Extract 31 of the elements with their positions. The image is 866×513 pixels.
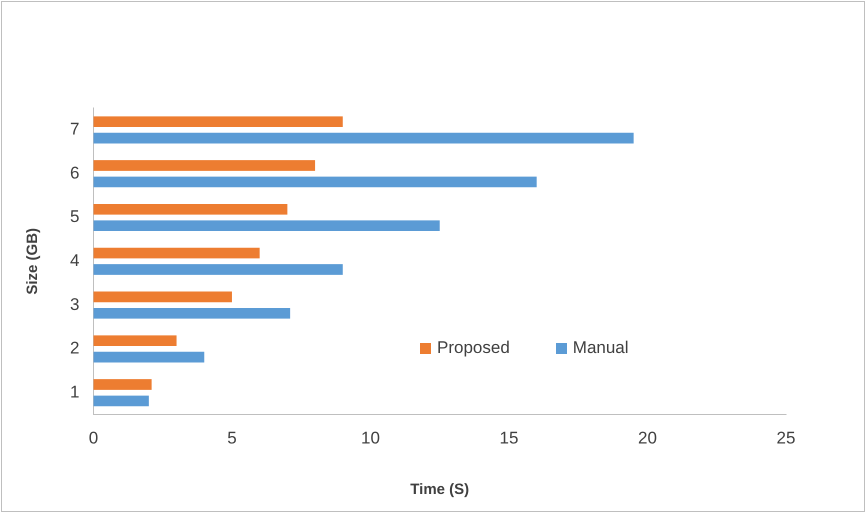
x-tick-label: 25 xyxy=(776,428,796,448)
bar xyxy=(93,379,152,390)
x-tick-label: 15 xyxy=(500,428,518,448)
y-tick-label: 3 xyxy=(70,294,80,314)
y-tick-label: 1 xyxy=(70,382,80,402)
legend-label: Proposed xyxy=(437,338,510,358)
bar xyxy=(93,292,232,302)
bar xyxy=(93,335,177,346)
x-tick-label: 0 xyxy=(88,428,98,448)
y-tick-label: 7 xyxy=(70,120,80,139)
x-tick-label: 10 xyxy=(361,428,380,448)
x-tick-label: 5 xyxy=(227,428,237,448)
bar xyxy=(93,396,149,406)
bar xyxy=(93,220,440,232)
bar xyxy=(93,204,288,215)
bar xyxy=(93,248,260,258)
bar xyxy=(93,264,343,275)
y-tick-label: 2 xyxy=(70,338,80,358)
x-axis-title: Time (S) xyxy=(410,481,470,498)
y-tick-label: 4 xyxy=(70,250,80,270)
bar xyxy=(93,160,316,171)
bar xyxy=(93,176,537,188)
y-tick-label: 5 xyxy=(70,207,80,226)
y-tick-label: 6 xyxy=(70,163,80,182)
legend-label: Manual xyxy=(572,338,629,358)
y-axis-title: Size (GB) xyxy=(24,228,42,295)
bar xyxy=(93,352,204,362)
x-tick-label: 20 xyxy=(638,428,657,448)
bar xyxy=(93,116,343,128)
bar xyxy=(93,308,290,319)
bar xyxy=(93,132,634,144)
